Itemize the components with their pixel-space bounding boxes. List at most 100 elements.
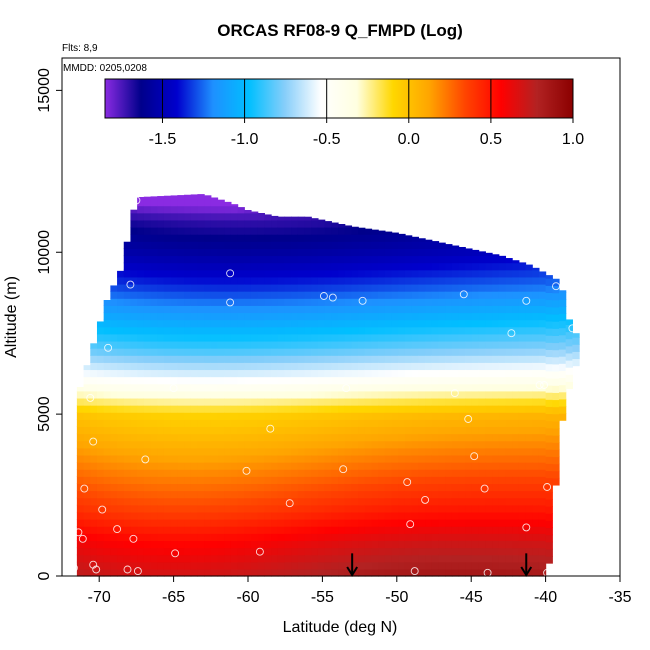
heatmap-cell (150, 241, 158, 249)
heatmap-cell (558, 341, 567, 350)
heatmap-cell (177, 326, 185, 335)
heatmap-cell (184, 533, 192, 541)
heatmap-cell (123, 433, 132, 442)
heatmap-cell (565, 345, 573, 354)
heatmap-cell (224, 255, 232, 264)
heatmap-cell (492, 454, 500, 463)
heatmap-cell (237, 504, 245, 513)
heatmap-cell (458, 291, 466, 299)
heatmap-cell (237, 241, 245, 249)
heatmap-cell (498, 462, 507, 470)
heatmap-cell (532, 405, 540, 413)
heatmap-cell (150, 504, 158, 513)
heatmap-cell (271, 561, 279, 570)
heatmap-cell (184, 511, 192, 520)
heatmap-cell (344, 561, 353, 570)
heatmap-cell (532, 319, 540, 328)
heatmap-cell (331, 426, 339, 435)
heatmap-cell (204, 454, 212, 463)
heatmap-cell (210, 433, 219, 442)
heatmap-cell (518, 376, 527, 385)
heatmap-cell (492, 504, 500, 513)
heatmap-cell (324, 433, 332, 442)
heatmap-cell (264, 305, 272, 314)
heatmap-cell (291, 426, 299, 435)
heatmap-cell (163, 511, 172, 520)
heatmap-cell (250, 454, 259, 463)
heatmap-cell (492, 269, 500, 278)
heatmap-cell (532, 554, 540, 563)
heatmap-cell (411, 426, 419, 435)
heatmap-cell (311, 497, 319, 506)
heatmap-cell (538, 319, 547, 328)
heatmap-cell (384, 426, 393, 435)
heatmap-cell (391, 433, 399, 442)
heatmap-cell (170, 476, 178, 484)
heatmap-cell (244, 462, 252, 470)
heatmap-cell (331, 511, 339, 520)
heatmap-cell (518, 419, 527, 428)
heatmap-cell (338, 291, 346, 299)
heatmap-cell (398, 233, 406, 235)
heatmap-cell (244, 426, 252, 435)
heatmap-cell (277, 511, 286, 520)
heatmap-cell (190, 440, 199, 449)
heatmap-cell (103, 469, 111, 477)
heatmap-cell (96, 326, 105, 335)
heatmap-cell (398, 554, 406, 563)
heatmap-cell (311, 469, 319, 477)
heatmap-cell (224, 212, 232, 221)
heatmap-cell (123, 397, 132, 406)
heatmap-cell (532, 269, 540, 278)
heatmap-cell (351, 326, 359, 335)
heatmap-cell (445, 519, 453, 527)
heatmap-cell (170, 433, 178, 442)
heatmap-cell (123, 262, 132, 271)
heatmap-cell (224, 397, 232, 406)
heatmap-cell (204, 234, 212, 242)
heatmap-cell (117, 298, 125, 306)
heatmap-cell (90, 419, 98, 428)
heatmap-cell (284, 390, 292, 399)
heatmap-cell (230, 212, 239, 221)
heatmap-cell (485, 283, 493, 292)
heatmap-cell (431, 319, 440, 328)
heatmap-cell (478, 426, 486, 435)
heatmap-cell (244, 490, 252, 499)
heatmap-cell (532, 412, 540, 420)
heatmap-cell (217, 419, 225, 428)
heatmap-cell (565, 352, 573, 361)
heatmap-cell (230, 511, 239, 520)
heatmap-cell (163, 568, 172, 577)
heatmap-cell (197, 433, 205, 442)
heatmap-cell (331, 433, 339, 442)
sample-point (78, 534, 87, 543)
heatmap-cell (378, 241, 386, 249)
heatmap-cell (391, 511, 399, 520)
heatmap-cell (284, 504, 292, 513)
heatmap-cell (224, 333, 232, 342)
heatmap-cell (170, 340, 178, 349)
heatmap-cell (170, 497, 178, 506)
heatmap-cell (210, 533, 219, 541)
heatmap-cell (157, 433, 165, 442)
heatmap-cell (137, 504, 145, 513)
heatmap-cell (103, 454, 111, 463)
heatmap-cell (210, 568, 219, 577)
heatmap-cell (123, 326, 132, 335)
heatmap-cell (177, 454, 185, 463)
heatmap-cell (371, 383, 379, 392)
heatmap-cell (471, 483, 480, 492)
heatmap-cell (425, 348, 433, 356)
heatmap-cell (271, 405, 279, 413)
heatmap-cell (471, 419, 480, 428)
heatmap-cell (291, 216, 299, 221)
heatmap-cell (190, 476, 199, 484)
heatmap-cell (170, 348, 178, 356)
heatmap-cell (123, 276, 132, 285)
heatmap-cell (264, 227, 272, 235)
heatmap-cell (197, 305, 205, 314)
heatmap-cell (445, 561, 453, 570)
heatmap-cell (458, 490, 466, 499)
heatmap-cell (317, 469, 326, 477)
